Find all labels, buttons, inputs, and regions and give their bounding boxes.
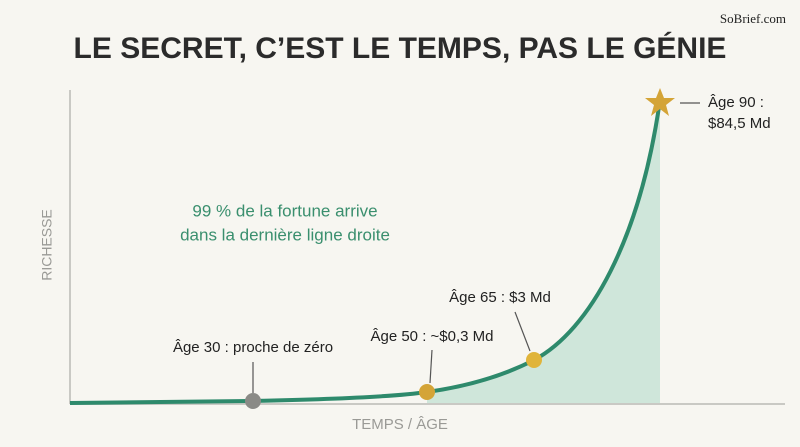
milestone-label: $84,5 Md bbox=[708, 115, 771, 132]
milestone-dot bbox=[526, 352, 542, 368]
callout-line: 99 % de la fortune arrive bbox=[192, 201, 377, 220]
leader-line bbox=[514, 311, 531, 352]
milestone-dot bbox=[245, 393, 261, 409]
y-axis-label: RICHESSE bbox=[39, 209, 55, 281]
shaded-area bbox=[427, 100, 660, 403]
milestone-label: Âge 90 : bbox=[708, 94, 764, 111]
leader-line bbox=[429, 349, 433, 384]
milestone-label: Âge 50 : ~$0,3 Md bbox=[370, 328, 493, 345]
milestone-dot bbox=[419, 384, 435, 400]
brand: SoBrief.com bbox=[720, 11, 786, 26]
x-axis-label: TEMPS / ÂGE bbox=[352, 416, 448, 433]
milestone-label: Âge 65 : $3 Md bbox=[449, 289, 551, 306]
callout-line: dans la dernière ligne droite bbox=[180, 225, 390, 244]
title: LE SECRET, C’EST LE TEMPS, PAS LE GÉNIE bbox=[74, 31, 727, 65]
star-marker bbox=[645, 88, 675, 116]
milestone-label: Âge 30 : proche de zéro bbox=[173, 339, 333, 356]
wealth-curve bbox=[69, 99, 662, 405]
